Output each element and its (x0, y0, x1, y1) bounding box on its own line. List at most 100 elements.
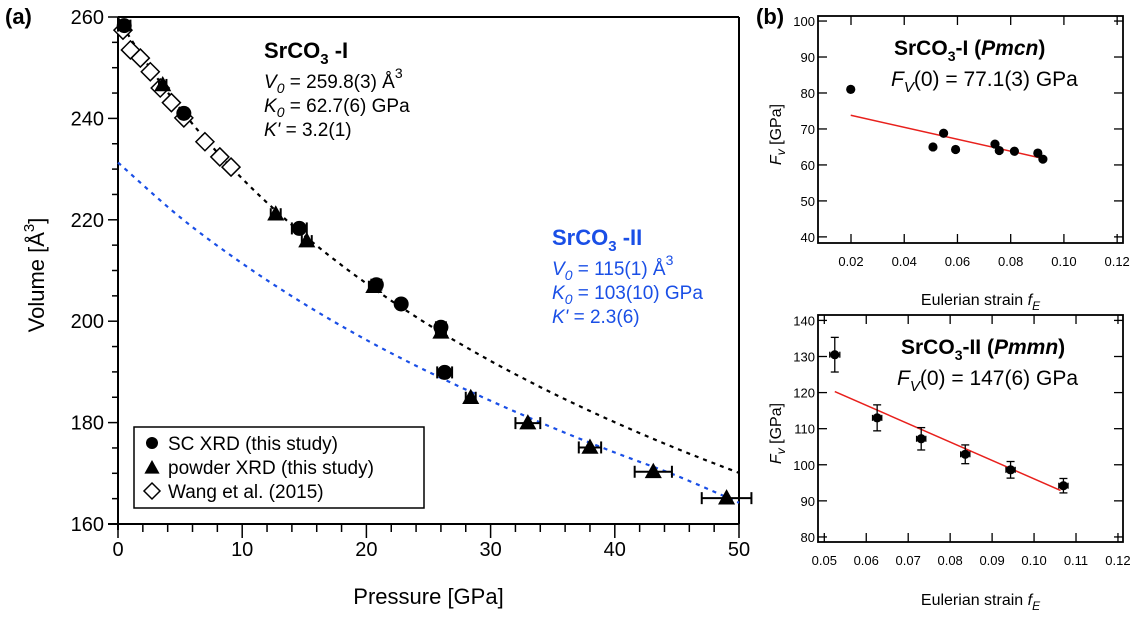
data-point (1058, 481, 1069, 491)
x-tick-label: 0.12 (1104, 254, 1129, 269)
x-tick-label: 0.05 (812, 553, 837, 568)
x-tick-label: 0.04 (892, 254, 917, 269)
x-tick-label: 50 (728, 539, 750, 561)
legend-marker-circle (146, 437, 158, 449)
x-tick-label: 0.10 (1021, 553, 1046, 568)
y-tick-label: 130 (793, 350, 815, 365)
fit-curve-srco3-I (117, 17, 740, 474)
x-tick-label: 0.08 (998, 254, 1023, 269)
panel-title: SrCO3-I (Pmcn) (894, 37, 1045, 64)
annotation-srco3-I-param: K0 = 62.7(6) GPa (264, 96, 410, 120)
y-tick-label: 200 (71, 311, 104, 333)
annotation-srco3-I-param: K' = 3.2(1) (264, 120, 352, 141)
data-point-sc-xrd (291, 220, 307, 236)
x-tick-label: 20 (355, 539, 377, 561)
legend-box (133, 426, 425, 509)
fv0-value: FV(0) = 77.1(3) GPa (891, 68, 1078, 96)
data-point (830, 350, 840, 360)
x-axis-label: Eulerian strain fE (921, 292, 1041, 313)
x-tick-label: 0.07 (896, 553, 921, 568)
panel-b1: (b) 40 50 60 70 80 90 100 0.02 0.04 0.06 0.08 0.10 0.… (756, 4, 1130, 313)
data-point (994, 145, 1004, 156)
x-tick-label: 0.06 (854, 553, 879, 568)
y-tick-label: 80 (801, 530, 815, 545)
data-point (1009, 146, 1020, 156)
fit-curve-srco3-II (117, 161, 740, 504)
x-axis-label: Pressure [GPa] (353, 584, 503, 609)
y-tick-label: 240 (71, 108, 104, 130)
data-point-wang-2015 (209, 146, 230, 167)
legend: SC XRD (this study) powder XRD (this stud… (133, 426, 425, 509)
panel-label-a: (a) (5, 4, 32, 29)
data-point-powder-xrd (581, 438, 599, 454)
x-axis-label: Eulerian strain fE (921, 592, 1041, 613)
data-point-wang-2015 (220, 157, 242, 178)
data-point (872, 413, 882, 423)
panel-b2: 80 90 100 110 120 130 140 0.05 0.06 0.07 0.08 0.09 0… (768, 313, 1131, 613)
data-point (960, 449, 970, 459)
data-point-wang-2015 (130, 48, 151, 69)
y-tick-label: 90 (801, 494, 815, 509)
y-tick-label: 40 (801, 230, 815, 245)
data-point-powder-xrd (519, 414, 537, 430)
data-point-sc-xrd (433, 319, 449, 335)
y-tick-label: 70 (801, 122, 815, 137)
annotation-srco3-II-title: SrCO3 -II (552, 225, 642, 255)
data-point-wang-2015 (140, 61, 161, 82)
data-point-powder-xrd (462, 388, 480, 405)
data-point-sc-xrd (437, 364, 453, 380)
x-tick-label: 10 (231, 539, 253, 561)
legend-label: SC XRD (this study) (168, 434, 338, 455)
annotation-srco3-II-param: K0 = 103(10) GPa (552, 283, 703, 307)
y-tick-label: 100 (793, 14, 815, 29)
annotation-srco3-II-param: V0 = 115(1) Å3 (552, 252, 674, 283)
data-point-sc-xrd (393, 296, 409, 312)
data-point (990, 139, 1000, 149)
data-point-powder-xrd (154, 75, 172, 92)
data-point-powder-xrd (267, 205, 285, 221)
annotation-srco3-I-param: V0 = 259.8(3) Å3 (264, 65, 403, 96)
y-tick-label: 100 (793, 458, 815, 473)
y-tick-label: 80 (801, 86, 815, 101)
data-point-powder-xrd (298, 232, 316, 248)
y-tick-label: 260 (71, 7, 104, 29)
y-axis-label: Volume [Å3] (21, 218, 49, 333)
data-point-sc-xrd (176, 105, 192, 121)
data-point (950, 144, 961, 155)
x-tick-label: 0.12 (1105, 553, 1130, 568)
annotation-srco3-I-title: SrCO3 -I (264, 38, 348, 68)
y-tick-label: 50 (801, 194, 815, 209)
x-tick-label: 0.06 (945, 254, 970, 269)
x-tick-label: 0.09 (979, 553, 1004, 568)
panel-a: (a) 160 180 200 220 240 260 0 10 20 30 40 50 Pressure… (5, 4, 753, 609)
legend-label: Wang et al. (2015) (168, 482, 324, 503)
fit-line (834, 390, 1061, 492)
x-tick-label: 0.08 (937, 553, 962, 568)
y-tick-label: 90 (801, 50, 815, 65)
data-point (1033, 148, 1043, 158)
legend-marker-diamond (142, 481, 162, 501)
panel-label-b: (b) (756, 4, 784, 29)
data-point (916, 434, 926, 444)
data-point-powder-xrd (718, 489, 736, 505)
y-tick-label: 180 (71, 413, 104, 435)
data-point (928, 142, 938, 152)
legend-marker-triangle (144, 460, 160, 474)
x-tick-label: 0.11 (1064, 553, 1088, 568)
data-point (846, 84, 856, 94)
x-tick-label: 0 (112, 539, 123, 561)
data-point-wang-2015 (161, 92, 182, 113)
y-tick-label: 110 (794, 422, 815, 437)
data-point (1005, 465, 1016, 475)
data-point-powder-xrd (644, 462, 662, 479)
x-tick-label: 40 (604, 539, 626, 561)
y-axis-label: Fv [GPa] (768, 403, 788, 464)
y-tick-label: 140 (793, 313, 815, 328)
data-point (1038, 154, 1048, 164)
x-tick-label: 0.10 (1051, 254, 1076, 269)
x-tick-label: 0.02 (838, 254, 863, 269)
y-axis-label: Fv [GPa] (768, 104, 788, 165)
